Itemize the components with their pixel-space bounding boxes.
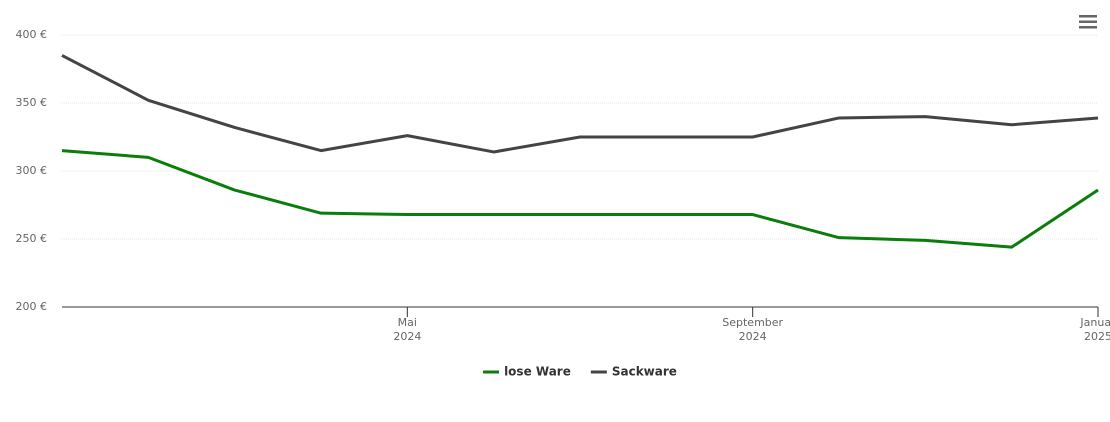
legend-label: lose Ware — [504, 365, 571, 379]
y-tick-label: 300 € — [16, 164, 48, 177]
legend: lose Ware Sackware — [483, 365, 677, 379]
menu-bar — [1079, 20, 1097, 23]
x-tick-label: Januar2025 — [1079, 316, 1110, 343]
y-tick-label: 200 € — [16, 300, 48, 313]
menu-bar — [1079, 26, 1097, 29]
legend-label: Sackware — [612, 365, 677, 379]
x-tick-label: Mai 2024 — [393, 316, 421, 343]
y-tick-label: 400 € — [16, 28, 48, 41]
line-series — [61, 54, 1099, 154]
y-tick-label: 250 € — [16, 232, 48, 245]
menu-button[interactable] — [1079, 15, 1097, 29]
line-series — [61, 149, 1099, 249]
x-tick-label: September 2024 — [722, 316, 783, 343]
menu-bar — [1079, 15, 1097, 18]
y-tick-label: 350 € — [16, 96, 48, 109]
